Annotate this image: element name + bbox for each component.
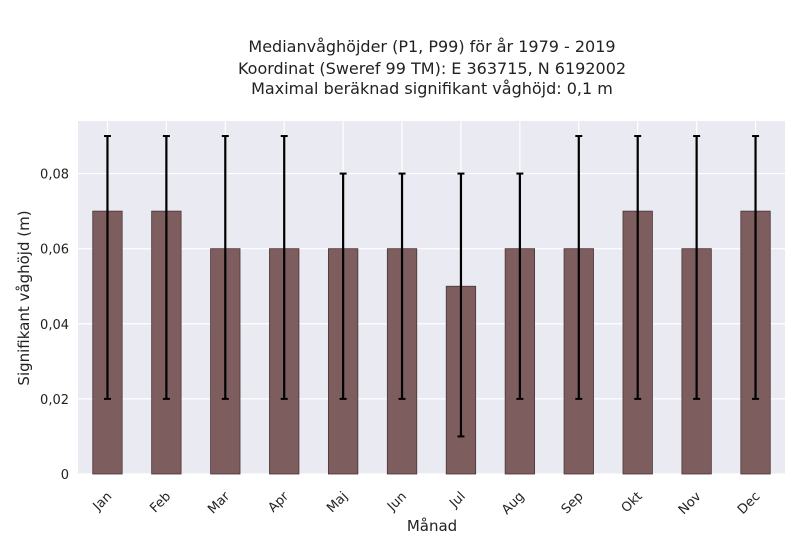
y-axis-label: Signifikant våghöjd (m) (15, 210, 33, 385)
x-tick-label: Nov (676, 489, 705, 518)
x-tick-label: Apr (266, 489, 293, 516)
y-tick-label: 0,08 (40, 168, 69, 183)
y-tick-label: 0,04 (40, 318, 69, 333)
y-tick-label: 0 (61, 468, 69, 483)
x-tick-label: Aug (499, 489, 528, 518)
y-tick-label: 0,06 (40, 243, 69, 258)
y-axis-ticks: 0 0,02 0,04 0,06 0,08 (40, 168, 69, 483)
error-bars-layer (103, 135, 760, 438)
chart-title-line-2: Koordinat (Sweref 99 TM): E 363715, N 61… (238, 59, 626, 78)
x-tick-label: Mar (205, 489, 233, 517)
plot-area (78, 121, 785, 474)
x-tick-label: Okt (619, 489, 646, 516)
x-tick-label: Jan (90, 489, 115, 514)
chart-title-line-3: Maximal beräknad signifikant våghöjd: 0,… (251, 79, 613, 98)
x-axis-ticks: Jan Feb Mar Apr Maj Jun Jul Aug Sep Okt Nov Dec (90, 489, 764, 518)
x-tick-label: Feb (147, 489, 174, 516)
x-axis-label: Månad (407, 517, 457, 535)
x-tick-label: Dec (735, 489, 763, 517)
x-tick-label: Maj (324, 489, 351, 516)
x-tick-label: Jun (384, 489, 410, 515)
y-tick-label: 0,02 (40, 393, 69, 408)
chart-title-line-1: Medianvåghöjder (P1, P99) för år 1979 - … (248, 37, 615, 56)
x-tick-label: Jul (446, 489, 468, 511)
x-tick-label: Sep (559, 489, 587, 517)
